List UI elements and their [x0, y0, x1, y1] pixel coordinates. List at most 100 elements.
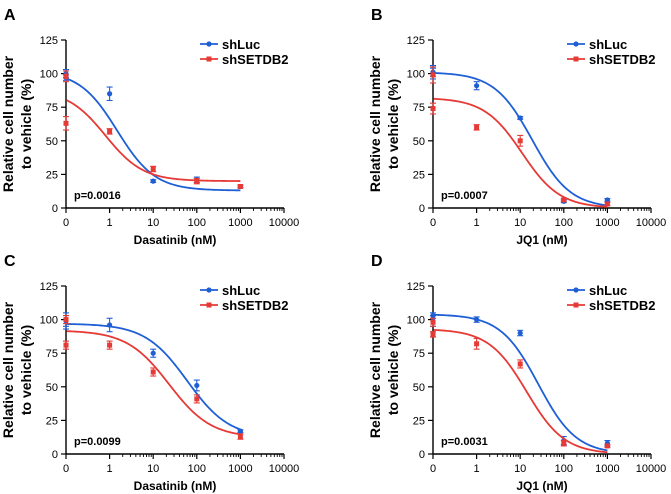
data-point [604, 197, 611, 203]
data-point [517, 115, 523, 121]
data-point [194, 178, 200, 184]
data-point [517, 138, 523, 144]
panel-letter: C [4, 253, 16, 270]
y-axis-title-line-1: Relative cell number [0, 301, 16, 438]
y-axis-title-line-2: to vehicle (%) [18, 79, 34, 169]
data-point [474, 341, 480, 347]
x-tick-label: 1000 [228, 217, 252, 229]
legend-label: shLuc [589, 283, 627, 298]
data-point [107, 322, 113, 328]
series-shsetdb2: shSETDB2 [430, 298, 655, 454]
y-tick-label: 0 [419, 449, 425, 461]
data-point [430, 319, 436, 325]
x-axis-title: Dasatinib (nM) [134, 233, 217, 247]
data-point [430, 331, 436, 337]
panel-letter: D [371, 253, 383, 270]
y-tick-label: 125 [407, 35, 425, 47]
legend-marker [573, 287, 579, 293]
legend-marker [206, 302, 212, 308]
legend-label: shLuc [589, 37, 627, 52]
x-tick-label: 1 [474, 217, 480, 229]
y-tick-label: 0 [419, 203, 425, 215]
y-tick-label: 50 [413, 136, 425, 148]
fit-curve [433, 97, 608, 208]
fit-curve [433, 329, 608, 454]
data-point [194, 396, 200, 402]
data-point [237, 428, 243, 434]
y-tick-label: 50 [413, 382, 425, 394]
x-tick-label: 1000 [228, 463, 252, 475]
x-tick-label: 0 [63, 217, 69, 229]
data-point [237, 183, 243, 189]
legend-marker [573, 56, 579, 62]
data-point [474, 124, 480, 130]
panel-a: A 0 25 50 75 100 125 0 1 10 100 1000 10000 Dasatinib … [0, 7, 299, 247]
y-tick-label: 125 [40, 35, 58, 47]
legend-marker [206, 41, 212, 47]
p-value-label: p=0.0007 [441, 190, 488, 202]
y-tick-label: 25 [413, 169, 425, 181]
panel-d: D 0 25 50 75 100 125 0 1 10 100 1000 10000 JQ1 (nM) Re… [367, 253, 666, 493]
data-point [150, 178, 156, 184]
data-point [604, 443, 610, 449]
y-tick-label: 0 [52, 449, 58, 461]
y-tick-label: 100 [40, 315, 58, 327]
data-point [63, 120, 69, 126]
fit-curve [433, 313, 608, 452]
x-tick-label: 100 [555, 463, 573, 475]
data-point [474, 317, 480, 323]
panel-c: C 0 25 50 75 100 125 0 1 10 100 1000 10000 Dasatinib … [0, 253, 299, 493]
x-axis-title: JQ1 (nM) [516, 233, 567, 247]
data-point [430, 106, 436, 112]
legend-label: shSETDB2 [222, 52, 288, 67]
y-tick-label: 125 [407, 281, 425, 293]
y-axis-title-line-1: Relative cell number [367, 55, 383, 192]
y-tick-label: 50 [46, 382, 58, 394]
x-tick-label: 1 [474, 463, 480, 475]
y-tick-label: 25 [46, 169, 58, 181]
y-axis-title: Relative cell number to vehicle (%) [367, 55, 401, 192]
panel-letter: A [4, 7, 16, 24]
y-axis-title: Relative cell number to vehicle (%) [0, 55, 34, 192]
y-axis-title-line-1: Relative cell number [0, 55, 16, 192]
data-point [430, 312, 436, 319]
y-tick-label: 100 [407, 315, 425, 327]
p-value-label: p=0.0099 [74, 436, 121, 448]
p-value-label: p=0.0031 [441, 436, 488, 448]
fit-curve [66, 323, 241, 431]
x-tick-label: 10 [514, 217, 526, 229]
y-tick-label: 25 [413, 415, 425, 427]
x-tick-label: 10000 [269, 463, 300, 475]
p-value-label: p=0.0016 [74, 190, 121, 202]
data-point [561, 197, 567, 203]
y-axis-title-line-1: Relative cell number [367, 301, 383, 438]
y-axis-title-line-2: to vehicle (%) [385, 79, 401, 169]
data-point [107, 128, 113, 134]
y-axis-title-line-2: to vehicle (%) [385, 325, 401, 415]
legend-label: shSETDB2 [589, 52, 655, 67]
y-tick-label: 75 [413, 102, 425, 114]
data-point [63, 317, 69, 323]
x-tick-label: 0 [430, 217, 436, 229]
legend-marker [206, 56, 212, 62]
x-tick-label: 10 [147, 217, 159, 229]
legend-label: shLuc [222, 37, 260, 52]
series-shsetdb2: shSETDB2 [430, 52, 655, 208]
data-point [604, 201, 610, 207]
y-tick-label: 0 [52, 203, 58, 215]
x-tick-label: 10000 [636, 217, 667, 229]
y-tick-label: 100 [407, 69, 425, 81]
legend-marker [573, 302, 579, 308]
y-axis-title-line-2: to vehicle (%) [18, 325, 34, 415]
y-tick-label: 75 [413, 348, 425, 360]
y-axis-title: Relative cell number to vehicle (%) [367, 301, 401, 438]
x-tick-label: 10 [514, 463, 526, 475]
x-tick-label: 1 [107, 463, 113, 475]
y-tick-label: 100 [40, 69, 58, 81]
series-shluc: shLuc [430, 37, 627, 207]
panel-letter: B [371, 7, 383, 24]
y-tick-label: 25 [46, 415, 58, 427]
y-tick-label: 75 [46, 348, 58, 360]
data-point [63, 342, 69, 348]
panel-b: B 0 25 50 75 100 125 0 1 10 100 1000 10000 JQ1 (nM) Re… [367, 7, 666, 247]
